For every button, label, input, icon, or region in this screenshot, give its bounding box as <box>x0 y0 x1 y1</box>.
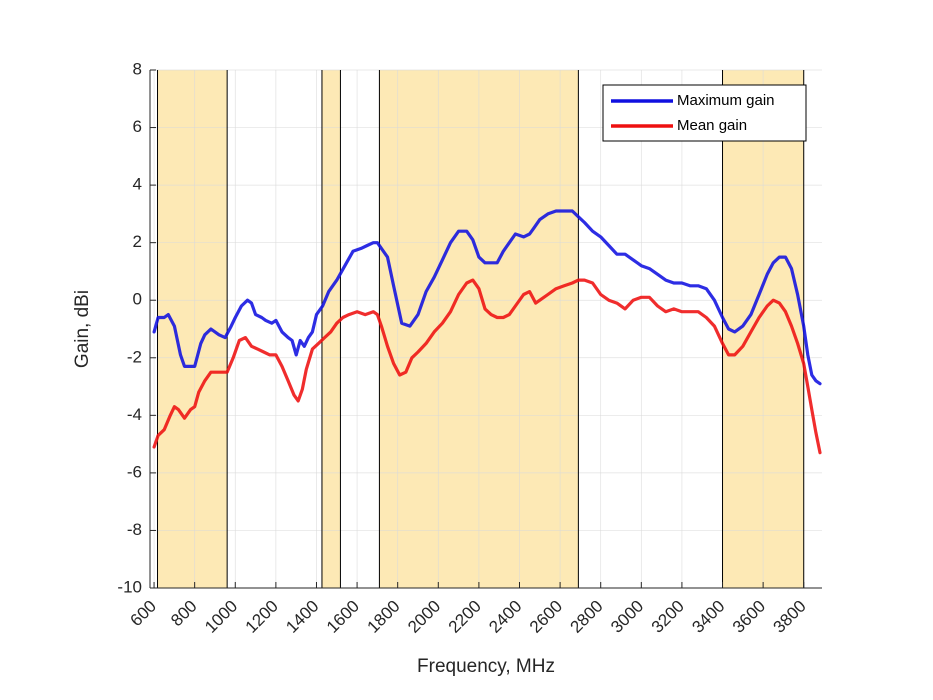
y-tick-label: 0 <box>133 290 142 309</box>
y-axis-title: Gain, dBi <box>72 290 93 368</box>
y-tick-label: 8 <box>133 59 142 78</box>
y-tick-label: -8 <box>127 520 142 539</box>
axes <box>149 69 822 589</box>
y-tick-label: -2 <box>127 347 142 366</box>
y-tick-labels: -10 -8 -6 -4 -2 0 2 4 6 8 <box>117 59 142 596</box>
legend: Maximum gain Mean gain <box>602 84 807 142</box>
frequency-band <box>157 70 228 588</box>
band-edge-lines <box>157 70 805 588</box>
y-tick-label: -6 <box>127 462 142 481</box>
series-lines <box>152 209 822 455</box>
x-axis-title: Frequency, MHz <box>417 656 555 677</box>
y-tick-label: -10 <box>117 577 142 596</box>
y-tick-label: 6 <box>133 117 142 136</box>
legend-label: Maximum gain <box>677 92 775 109</box>
y-tick-label: -4 <box>127 405 142 424</box>
y-tick-label: 4 <box>133 175 142 194</box>
series-line <box>152 209 822 386</box>
series-line <box>152 278 822 455</box>
legend-box <box>602 84 807 142</box>
grid-lines <box>150 69 822 589</box>
y-tick-label: 2 <box>133 232 142 251</box>
legend-label: Mean gain <box>677 117 747 134</box>
